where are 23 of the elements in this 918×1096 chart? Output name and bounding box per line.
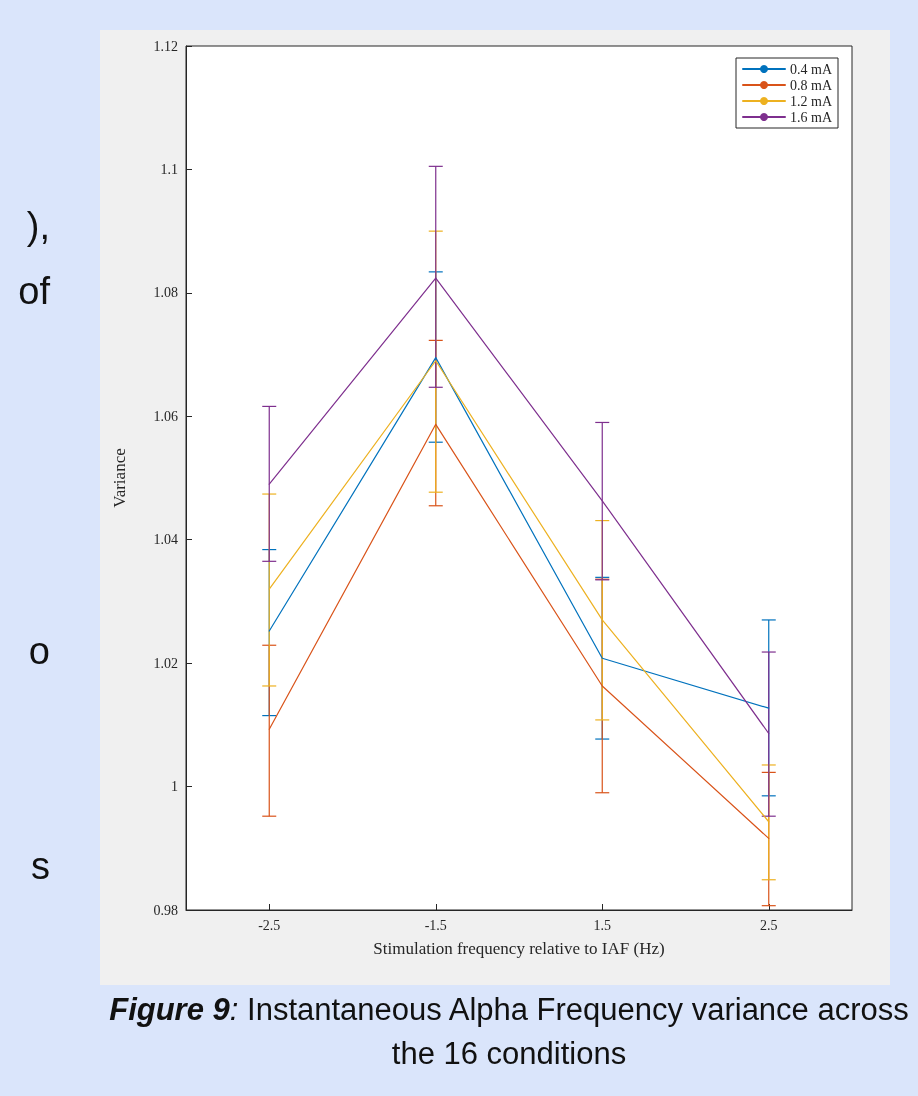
text: of <box>18 270 50 313</box>
legend-label: 0.4 mA <box>790 61 833 77</box>
y-tick-label: 1.1 <box>160 161 178 177</box>
y-tick-label: 1 <box>171 779 178 795</box>
text: o <box>28 630 50 673</box>
y-tick-label: 1.12 <box>153 38 178 54</box>
x-tick-label: 1.5 <box>593 917 611 933</box>
y-axis-title: Variance <box>110 448 129 508</box>
y-tick-label: 1.08 <box>153 285 178 301</box>
y-tick-label: 0.98 <box>153 902 178 918</box>
legend-label: 1.2 mA <box>790 93 833 109</box>
legend-label: 1.6 mA <box>790 109 833 125</box>
y-tick-label: 1.02 <box>153 655 178 671</box>
y-tick-label: 1.04 <box>153 532 178 548</box>
legend-label: 0.8 mA <box>790 77 833 93</box>
text: ), <box>26 205 50 248</box>
x-tick-label: 2.5 <box>760 917 778 933</box>
text: s <box>31 845 50 888</box>
x-tick-label: -2.5 <box>258 917 281 933</box>
x-tick-label: -1.5 <box>424 917 447 933</box>
text: Figure 9: Instantaneous Alpha Frequency variance across the 16 conditions <box>108 991 910 1073</box>
x-axis-title: Stimulation frequency relative to IAF (Hz) <box>373 939 665 958</box>
y-tick-label: 1.06 <box>153 408 178 424</box>
